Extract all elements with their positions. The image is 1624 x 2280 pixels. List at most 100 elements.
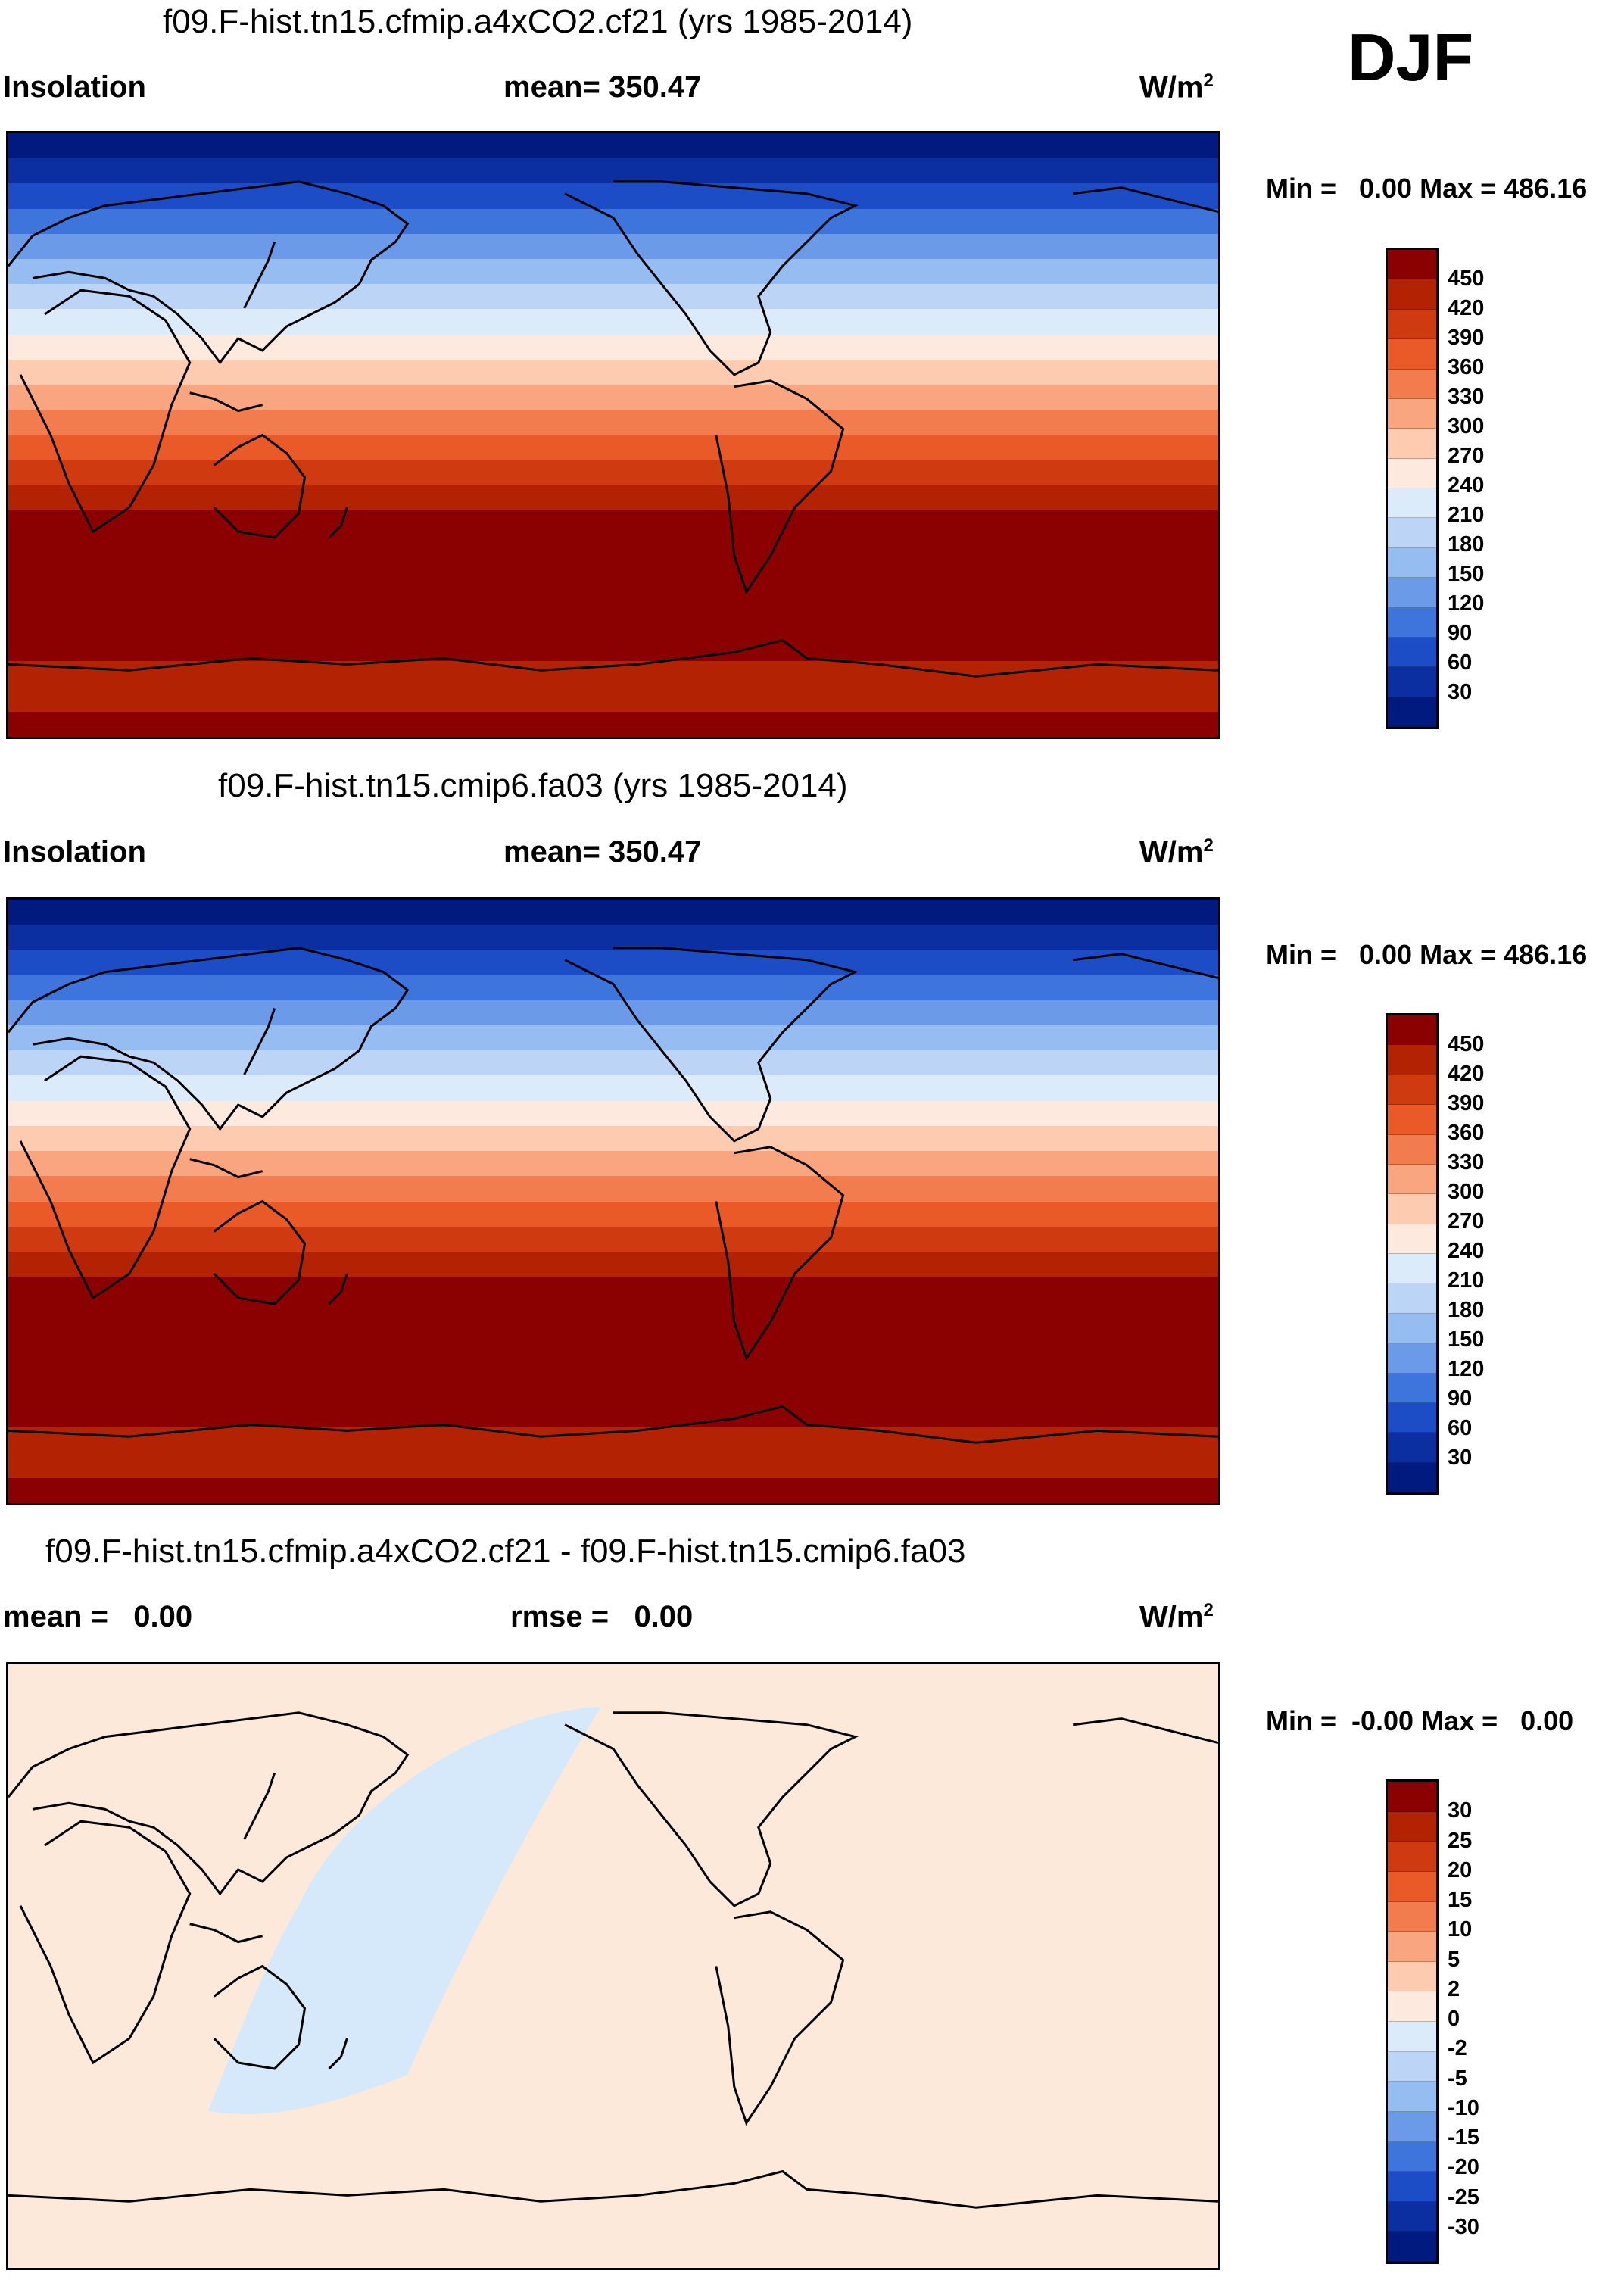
colorbar-segment — [1388, 1961, 1436, 1992]
lat-band — [8, 435, 1218, 461]
panel3-mean-label: mean = 0.00 — [3, 1600, 193, 1633]
coastline-2 — [243, 1008, 276, 1075]
lat-band — [8, 1377, 1218, 1404]
lat-band — [8, 510, 1218, 537]
colorbar-segment — [1388, 1283, 1436, 1314]
panel3-map — [6, 1662, 1220, 2270]
coastline-1 — [8, 947, 410, 1131]
colorbar-segment — [1388, 1164, 1436, 1195]
colorbar-label: 120 — [1448, 591, 1485, 616]
colorbar-segment — [1388, 2201, 1436, 2232]
colorbar-label: 240 — [1448, 1239, 1485, 1263]
lat-band — [8, 460, 1218, 486]
colorbar-segment — [1388, 1194, 1436, 1224]
panel1-variable-label: Insolation — [3, 70, 146, 104]
lat-band — [8, 950, 1218, 976]
lat-band — [8, 975, 1218, 1001]
coastlines — [8, 1706, 1218, 2209]
panel1-colorbar — [1386, 248, 1439, 729]
coastline-0 — [19, 1055, 192, 1300]
panel2-map — [6, 897, 1220, 1505]
lat-band — [8, 359, 1218, 386]
panel2-colorbar — [1386, 1013, 1439, 1495]
colorbar-segment — [1388, 2022, 1436, 2052]
panel3-colorbar — [1386, 1779, 1439, 2264]
coastline-2 — [243, 242, 276, 309]
lat-band — [8, 686, 1218, 713]
lat-band — [8, 284, 1218, 310]
coastline-3 — [213, 1199, 307, 1305]
colorbar-segment — [1388, 2082, 1436, 2112]
coastline-5 — [564, 1711, 859, 1907]
lat-band — [8, 485, 1218, 512]
lat-band — [8, 636, 1218, 663]
lat-band — [8, 133, 1218, 160]
colorbar-label: 25 — [1448, 1828, 1473, 1853]
colorbar-label: 420 — [1448, 296, 1485, 320]
lat-band — [8, 925, 1218, 951]
lat-band — [8, 1477, 1218, 1503]
colorbar-label: 60 — [1448, 650, 1473, 675]
colorbar-segment — [1388, 1313, 1436, 1344]
colorbar-label: 15 — [1448, 1888, 1473, 1912]
colorbar-label: 60 — [1448, 1416, 1473, 1440]
colorbar-label: 30 — [1448, 1798, 1473, 1823]
colorbar-segment — [1388, 1224, 1436, 1254]
coastline-1 — [8, 1711, 410, 1896]
colorbar-segment — [1388, 2111, 1436, 2142]
coastline-4 — [189, 391, 263, 413]
colorbar-segment — [1388, 2051, 1436, 2082]
coastline-9 — [328, 2038, 348, 2070]
lat-band — [8, 1452, 1218, 1479]
colorbar-segment — [1388, 458, 1436, 488]
colorbar-label: -25 — [1448, 2185, 1479, 2210]
lat-band — [8, 1302, 1218, 1328]
coastline-7 — [1073, 1717, 1218, 1745]
coastline-5 — [564, 180, 859, 376]
colorbar-segment — [1388, 309, 1436, 340]
colorbar-segment — [1388, 279, 1436, 310]
colorbar-segment — [1388, 1343, 1436, 1374]
coastlines — [8, 947, 1218, 1444]
panel1-map — [6, 131, 1220, 739]
colorbar-segment — [1388, 607, 1436, 638]
coastline-9 — [328, 1273, 348, 1305]
coastline-9 — [328, 507, 348, 539]
colorbar-segment — [1388, 547, 1436, 579]
colorbar-segment — [1388, 637, 1436, 668]
colorbar-segment — [1388, 1991, 1436, 2022]
coastline-8 — [8, 638, 1218, 678]
season-label: DJF — [1348, 20, 1474, 95]
colorbar-segment — [1388, 578, 1436, 608]
colorbar-label: -2 — [1448, 2036, 1467, 2061]
lat-band — [8, 259, 1218, 285]
coastline-0 — [19, 289, 192, 534]
lat-band — [8, 711, 1218, 737]
colorbar-label: 240 — [1448, 473, 1485, 497]
lat-band — [8, 1277, 1218, 1303]
lat-band — [8, 585, 1218, 612]
colorbar-label: 30 — [1448, 1446, 1473, 1470]
coastline-8 — [8, 1405, 1218, 1444]
colorbar-label: 300 — [1448, 1180, 1485, 1204]
colorbar-segment — [1388, 518, 1436, 548]
lat-band — [8, 1176, 1218, 1202]
colorbar-segment — [1388, 1871, 1436, 1902]
panel1-mean-label: mean= 350.47 — [503, 70, 702, 104]
lat-band — [8, 1327, 1218, 1353]
coastline-1 — [8, 180, 410, 365]
lat-band — [8, 1025, 1218, 1052]
lat-band — [8, 1075, 1218, 1102]
panel2-title: f09.F-hist.tn15.cmip6.fa03 (yrs 1985-201… — [218, 767, 848, 804]
colorbar-label: 90 — [1448, 1386, 1473, 1411]
lat-band — [8, 158, 1218, 185]
colorbar-label: 360 — [1448, 1121, 1485, 1145]
lat-band — [8, 183, 1218, 210]
coastline-5 — [564, 947, 859, 1143]
colorbar-segment — [1388, 250, 1436, 280]
coastline-3 — [213, 1964, 307, 2070]
panel3-units: W/m2 — [1139, 1600, 1214, 1634]
lat-band — [8, 900, 1218, 926]
colorbar-segment — [1388, 1811, 1436, 1842]
lat-band — [8, 233, 1218, 260]
